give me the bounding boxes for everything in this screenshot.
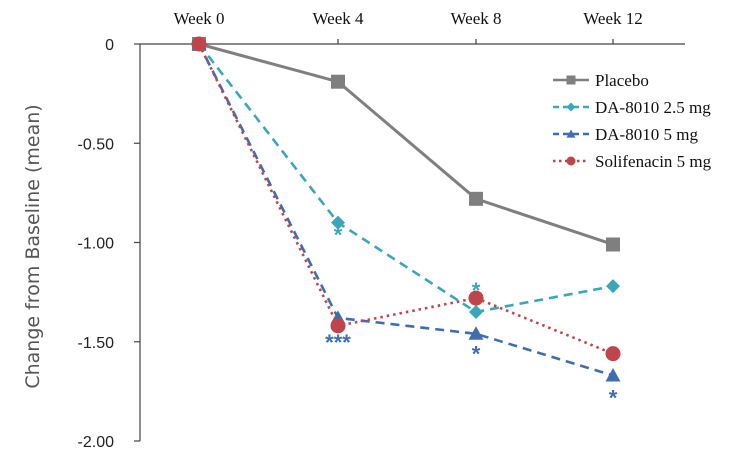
data-point — [469, 304, 483, 319]
legend: Placebo DA-8010 2.5 mg DA-8010 5 mg Solifen… — [553, 71, 712, 171]
legend-label: Placebo — [595, 71, 649, 90]
x-tick-label: Week 12 — [583, 9, 643, 28]
significance-marker: * — [472, 278, 481, 303]
annotation-layer: ******* — [325, 223, 618, 411]
data-point — [468, 326, 484, 340]
series-solifenacin-5-mg — [191, 36, 621, 362]
legend-item: DA-8010 5 mg — [553, 125, 698, 144]
data-point — [331, 215, 345, 230]
data-point — [468, 290, 484, 306]
y-tick-label: -2.00 — [78, 434, 115, 451]
legend-item: Solifenacin 5 mg — [553, 152, 712, 171]
legend-label: Solifenacin 5 mg — [595, 152, 712, 171]
data-point — [331, 74, 345, 89]
legend-marker — [566, 102, 576, 112]
data-point — [605, 367, 621, 382]
legend-item: Placebo — [553, 71, 649, 90]
y-tick-label: -1.00 — [78, 236, 115, 253]
significance-marker: * — [334, 223, 343, 248]
x-tick-label: Week 8 — [450, 9, 501, 28]
data-point — [606, 279, 620, 294]
legend-marker — [566, 129, 576, 138]
series-line — [197, 43, 614, 314]
y-axis-title: Change from Baseline (mean) — [22, 104, 44, 388]
series-line — [198, 42, 614, 246]
axes: Week 0 Week 4 Week 8 Week 12 0 -0.50 -1.00 -1.5… — [22, 9, 685, 451]
legend-label: DA-8010 2.5 mg — [595, 98, 711, 117]
data-point — [606, 237, 620, 252]
data-point — [469, 191, 483, 206]
series-placebo — [192, 37, 620, 252]
series-layer — [191, 36, 621, 382]
y-tick-label: -1.50 — [78, 335, 115, 352]
significance-marker: * — [609, 385, 618, 410]
legend-marker — [566, 75, 576, 85]
data-point — [605, 346, 621, 362]
series-line — [197, 43, 614, 377]
significance-marker: * — [472, 342, 481, 367]
legend-label: DA-8010 5 mg — [595, 125, 698, 144]
series-line — [197, 43, 614, 355]
x-tick-label: Week 4 — [312, 9, 364, 28]
data-point — [191, 36, 207, 52]
x-tick-label: Week 0 — [173, 9, 224, 28]
legend-marker — [566, 156, 576, 166]
legend-item: DA-8010 2.5 mg — [553, 98, 711, 117]
significance-marker: *** — [325, 330, 351, 355]
y-tick-label: 0 — [105, 37, 114, 54]
y-tick-label: -0.50 — [78, 136, 115, 153]
data-point — [330, 318, 346, 334]
